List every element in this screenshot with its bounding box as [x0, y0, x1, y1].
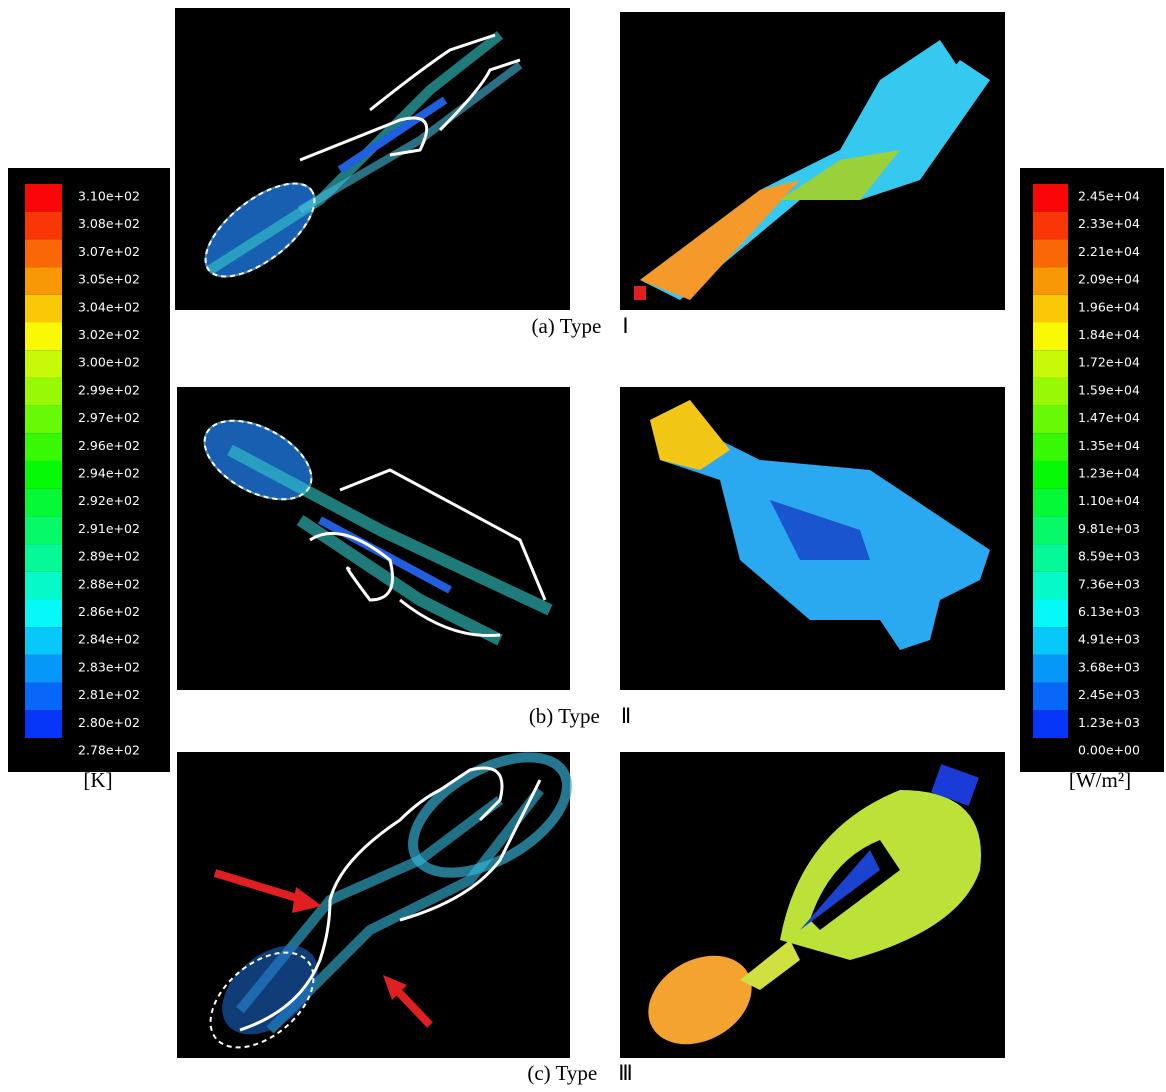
- colorbar-label: 2.86e+02: [78, 604, 140, 619]
- colorbar-label: 6.13e+03: [1078, 604, 1140, 619]
- colorbar-swatch: [25, 184, 62, 212]
- colorbar-swatch: [25, 212, 62, 240]
- colorbar-swatch: [1033, 461, 1068, 489]
- colorbar-label: 2.81e+02: [78, 687, 140, 702]
- colorbar-label: 8.59e+03: [1078, 549, 1140, 564]
- colorbar-swatch: [25, 516, 62, 544]
- colorbar-label: 2.45e+03: [1078, 687, 1140, 702]
- colorbar-swatch: [1033, 600, 1068, 628]
- colorbar-swatch: [1033, 683, 1068, 711]
- caption: (a) Type Ⅰ: [531, 314, 628, 338]
- colorbar-label: 2.33e+04: [1078, 216, 1140, 231]
- colorbar-label: 2.92e+02: [78, 493, 140, 508]
- colorbar-label: 1.23e+03: [1078, 715, 1140, 730]
- colorbar-swatch: [1033, 516, 1068, 544]
- colorbar-label: 2.99e+02: [78, 382, 140, 397]
- colorbar-label: 1.35e+04: [1078, 438, 1140, 453]
- colorbar-swatch: [1033, 572, 1068, 600]
- colorbar-label: 2.21e+04: [1078, 244, 1140, 259]
- colorbar-label: 2.91e+02: [78, 521, 140, 536]
- colorbar-label: 3.05e+02: [78, 272, 140, 287]
- colorbar-label: 3.68e+03: [1078, 659, 1140, 674]
- colorbar-swatch: [25, 267, 62, 295]
- colorbar-label: 2.88e+02: [78, 576, 140, 591]
- colorbar-label: 3.00e+02: [78, 355, 140, 370]
- colorbar-label: 3.02e+02: [78, 327, 140, 342]
- colorbar-swatch: [25, 627, 62, 655]
- colorbar-swatch: [1033, 295, 1068, 323]
- colorbar-swatch: [25, 406, 62, 434]
- colorbar-label: 1.10e+04: [1078, 493, 1140, 508]
- colorbar-label: 4.91e+03: [1078, 632, 1140, 647]
- colorbar-unit: [W/m²]: [1069, 768, 1131, 792]
- colorbar-swatch: [25, 323, 62, 351]
- colorbar-swatch: [25, 572, 62, 600]
- colorbar-swatch: [1033, 378, 1068, 406]
- caption: (b) Type Ⅱ: [529, 704, 631, 728]
- colorbar-swatch: [25, 655, 62, 683]
- colorbar-swatch: [25, 295, 62, 323]
- colorbar-label: 1.23e+04: [1078, 466, 1140, 481]
- colorbar-swatch: [25, 239, 62, 267]
- colorbar-label: 3.07e+02: [78, 244, 140, 259]
- colorbar-swatch: [1033, 489, 1068, 517]
- colorbar-label: 2.97e+02: [78, 410, 140, 425]
- colorbar-swatch: [25, 544, 62, 572]
- colorbar-swatch: [1033, 544, 1068, 572]
- colorbar-swatch: [1033, 212, 1068, 240]
- colorbar-swatch: [25, 350, 62, 378]
- colorbar-swatch: [1033, 350, 1068, 378]
- colorbar-swatch: [1033, 433, 1068, 461]
- colorbar-swatch: [1033, 184, 1068, 212]
- page: {"colorbars": { "left": {"labels": ["3.1…: [0, 0, 1166, 1092]
- colorbar-swatch: [1033, 267, 1068, 295]
- colorbar-swatch: [1033, 627, 1068, 655]
- colorbar-label: 0.00e+00: [1078, 743, 1140, 758]
- colorbar-label: 2.45e+04: [1078, 189, 1140, 204]
- colorbar-label: 3.04e+02: [78, 299, 140, 314]
- colorbar-label: 2.89e+02: [78, 549, 140, 564]
- colorbar-label: 2.78e+02: [78, 743, 140, 758]
- colorbar-label: 2.09e+04: [1078, 272, 1140, 287]
- colorbar-swatch: [1033, 655, 1068, 683]
- colorbar-label: 2.80e+02: [78, 715, 140, 730]
- colorbar-label: 9.81e+03: [1078, 521, 1140, 536]
- figure: (a) Type Ⅰ (b) Type Ⅱ (c) Type Ⅲ [K] [W/…: [0, 0, 1166, 1092]
- colorbar-swatch: [25, 489, 62, 517]
- colorbar-label: 1.96e+04: [1078, 299, 1140, 314]
- colorbar-label: 2.84e+02: [78, 632, 140, 647]
- colorbar-label: 2.96e+02: [78, 438, 140, 453]
- colorbar-swatch: [1033, 710, 1068, 738]
- colorbar-swatch: [25, 378, 62, 406]
- colorbar-unit: [K]: [83, 768, 112, 792]
- colorbar-label: 2.94e+02: [78, 466, 140, 481]
- caption: (c) Type Ⅲ: [527, 1061, 632, 1085]
- colorbar-swatch: [1033, 406, 1068, 434]
- colorbar-label: 1.72e+04: [1078, 355, 1140, 370]
- colorbar-label: 3.08e+02: [78, 216, 140, 231]
- colorbar-label: 1.47e+04: [1078, 410, 1140, 425]
- colorbar-swatch: [1033, 239, 1068, 267]
- colorbar-label: 7.36e+03: [1078, 576, 1140, 591]
- colorbar-label: 3.10e+02: [78, 189, 140, 204]
- colorbar-label: 1.84e+04: [1078, 327, 1140, 342]
- colorbar-swatch: [25, 710, 62, 738]
- colorbar-swatch: [25, 461, 62, 489]
- colorbar-swatch: [25, 683, 62, 711]
- colorbar-label: 2.83e+02: [78, 659, 140, 674]
- colorbar-swatch: [25, 433, 62, 461]
- colorbar-label: 1.59e+04: [1078, 382, 1140, 397]
- colorbar-swatch: [25, 600, 62, 628]
- colorbar-swatch: [1033, 323, 1068, 351]
